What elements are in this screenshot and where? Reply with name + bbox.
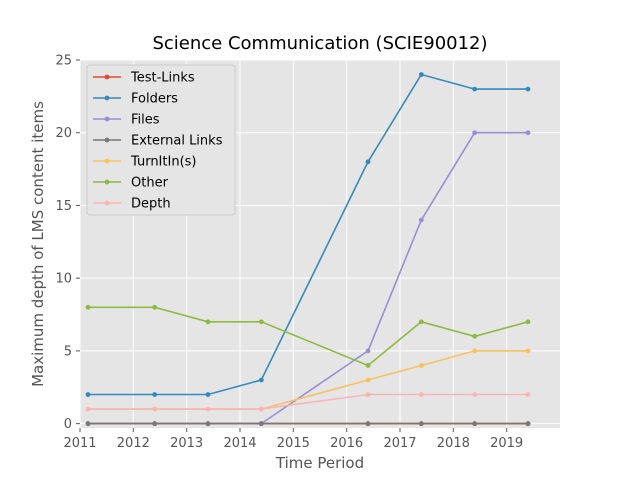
series-depth xyxy=(85,392,531,412)
data-point xyxy=(258,406,264,412)
data-point xyxy=(365,348,371,354)
data-point xyxy=(472,421,478,427)
data-point xyxy=(525,421,531,427)
data-point xyxy=(418,72,424,77)
data-point xyxy=(85,406,91,412)
data-point xyxy=(152,406,158,412)
legend-label: Other xyxy=(131,176,169,191)
x-tick-label: 2015 xyxy=(277,436,310,451)
x-tick-label: 2014 xyxy=(223,436,256,451)
tick-labels: 2011 2012 2013 2014 2015 2016 2017 2018 20190510… xyxy=(55,54,523,452)
y-axis-label: Maximum depth of LMS content items xyxy=(29,101,47,387)
x-tick-label: 2019 xyxy=(490,436,523,451)
legend-label: TurnItIn(s) xyxy=(130,155,196,170)
data-point xyxy=(525,130,531,136)
x-tick-label: 2011 xyxy=(63,436,96,451)
legend-label: Depth xyxy=(131,197,171,212)
data-point xyxy=(365,392,371,397)
data-point xyxy=(418,421,424,427)
data-point xyxy=(152,421,158,427)
data-point xyxy=(205,406,211,412)
y-tick-label: 5 xyxy=(64,344,72,359)
data-point xyxy=(472,333,478,339)
legend-box xyxy=(86,64,236,216)
data-point xyxy=(472,392,478,397)
legend-item: Folders xyxy=(93,92,178,107)
data-point xyxy=(418,392,424,397)
data-point xyxy=(85,392,91,397)
chart-title: Science Communication (SCIE90012) xyxy=(152,33,487,54)
data-point xyxy=(525,348,531,354)
series-external-links xyxy=(85,421,531,427)
legend-item: External Links xyxy=(93,134,223,149)
legend-item: TurnItIn(s) xyxy=(93,155,196,170)
y-tick-label: 25 xyxy=(55,54,72,69)
data-point xyxy=(205,421,211,427)
data-point xyxy=(205,392,211,397)
x-tick-label: 2012 xyxy=(117,436,150,451)
data-point xyxy=(365,363,371,368)
data-point xyxy=(365,377,371,383)
legend-item: Files xyxy=(93,113,160,128)
data-point xyxy=(85,421,91,427)
x-tick-label: 2018 xyxy=(437,436,470,451)
data-point xyxy=(418,217,424,223)
y-tick-label: 20 xyxy=(55,126,72,141)
data-point xyxy=(525,319,531,325)
x-tick-label: 2017 xyxy=(383,436,416,451)
data-point xyxy=(258,421,264,427)
series-folders xyxy=(85,72,531,397)
x-tick-label: 2013 xyxy=(170,436,203,451)
data-point xyxy=(205,319,211,325)
legend-marker xyxy=(104,95,110,101)
legend-marker xyxy=(104,137,110,143)
data-point xyxy=(152,304,158,310)
series-line xyxy=(88,393,528,410)
legend-marker xyxy=(104,116,110,122)
data-point xyxy=(472,130,478,136)
x-tick-label: 2016 xyxy=(330,436,363,451)
legend-item: Other xyxy=(93,176,169,191)
data-point xyxy=(85,304,91,310)
data-point xyxy=(525,86,531,92)
legend-marker xyxy=(104,200,110,206)
legend-label: Files xyxy=(131,113,160,128)
y-tick-label: 0 xyxy=(64,417,72,432)
data-point xyxy=(152,392,158,397)
data-point xyxy=(258,319,264,325)
legend-label: Test-Links xyxy=(130,71,195,86)
y-tick-label: 15 xyxy=(55,199,72,214)
series-line xyxy=(88,306,529,367)
series-layer xyxy=(85,72,531,427)
legend-label: Folders xyxy=(131,92,178,107)
data-point xyxy=(525,392,531,397)
series-other xyxy=(85,304,531,368)
legend-label: External Links xyxy=(131,134,223,149)
data-point xyxy=(365,159,371,165)
data-point xyxy=(418,363,424,368)
series-line xyxy=(88,73,528,396)
data-point xyxy=(418,319,424,325)
y-tick-label: 10 xyxy=(55,272,72,287)
legend-marker xyxy=(104,74,110,80)
data-point xyxy=(472,348,478,354)
legend-item: Test-Links xyxy=(93,71,195,86)
legend-marker xyxy=(104,158,110,164)
data-point xyxy=(472,86,478,92)
x-axis-label: Time Period xyxy=(275,454,364,472)
legend-item: Depth xyxy=(93,197,171,212)
data-point xyxy=(258,377,264,383)
legend-marker xyxy=(104,179,110,185)
data-point xyxy=(365,421,371,427)
legend: Test-Links Folders Files External Links Turn… xyxy=(86,64,236,216)
